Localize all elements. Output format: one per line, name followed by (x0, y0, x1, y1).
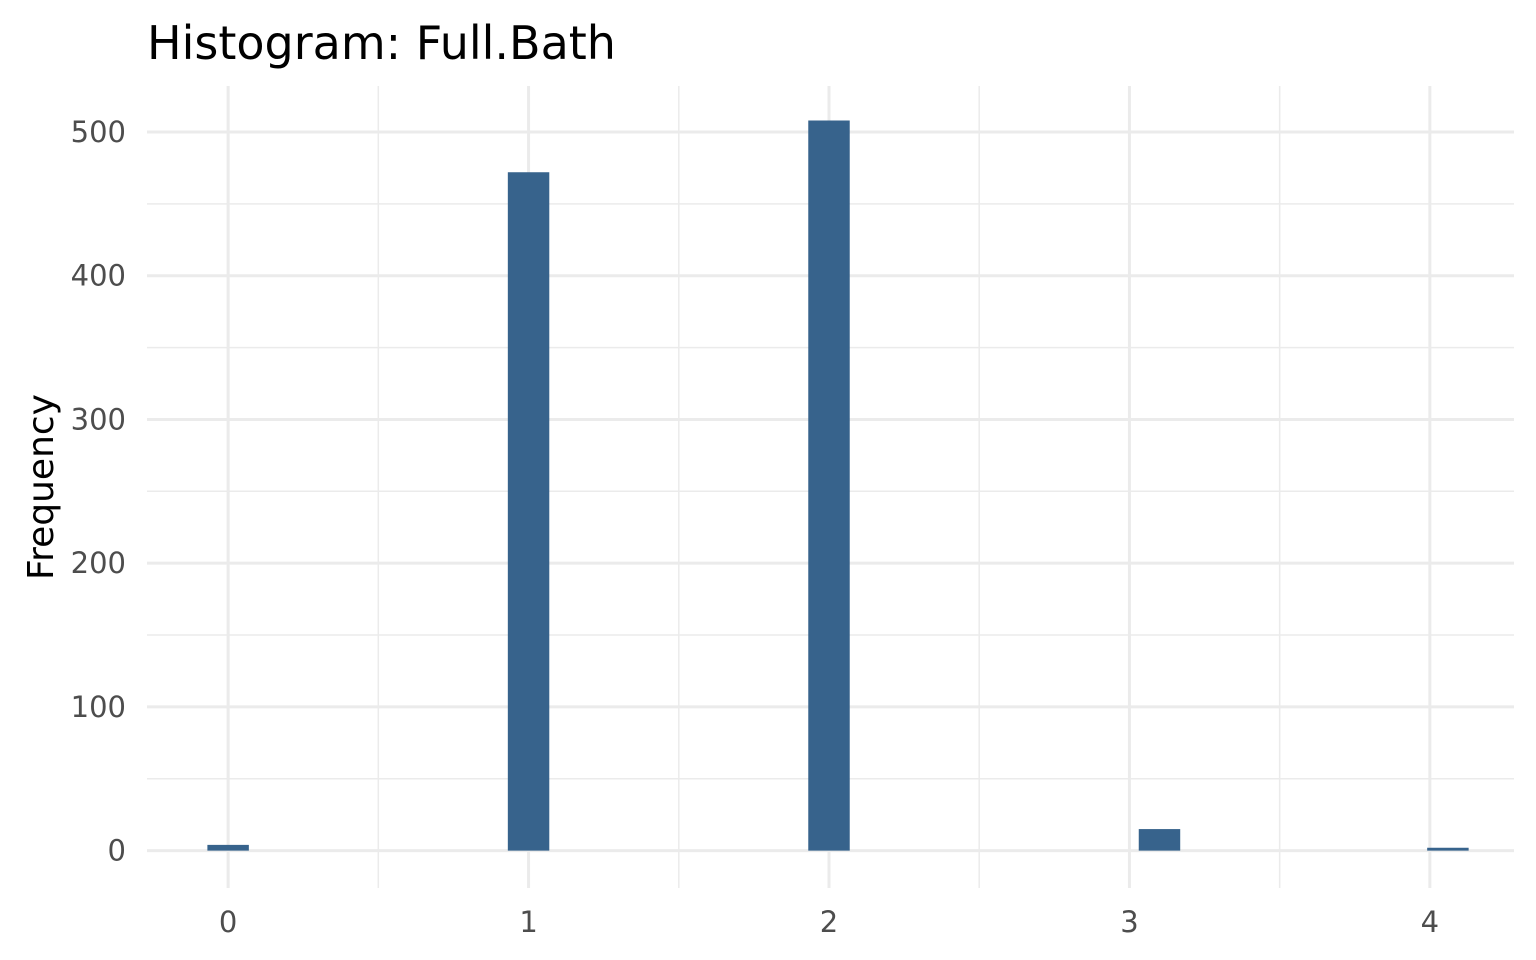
chart-title: Histogram: Full.Bath (147, 16, 616, 70)
y-tick-label: 100 (71, 690, 126, 724)
y-tick-label: 300 (71, 402, 126, 436)
x-tick-label: 2 (820, 905, 838, 939)
histogram-bar-2 (808, 120, 850, 851)
histogram-bar-4 (1427, 847, 1469, 851)
y-axis-label: Frequency (21, 394, 62, 580)
x-tick-label: 4 (1421, 905, 1439, 939)
y-tick-label: 500 (71, 115, 126, 149)
y-tick-labels: 0 100 200 300 400 500 (71, 115, 126, 868)
y-tick-label: 200 (71, 546, 126, 580)
x-tick-labels: 0 1 2 3 4 (219, 905, 1439, 939)
histogram-bar-0 (207, 844, 249, 851)
histogram-bar-3 (1138, 829, 1181, 851)
y-tick-label: 400 (71, 259, 126, 293)
x-tick-label: 0 (219, 905, 237, 939)
y-tick-label: 0 (108, 834, 126, 868)
x-tick-label: 3 (1120, 905, 1138, 939)
x-tick-label: 1 (519, 905, 537, 939)
bars-layer (207, 120, 1469, 851)
histogram-bar-1 (507, 172, 550, 851)
